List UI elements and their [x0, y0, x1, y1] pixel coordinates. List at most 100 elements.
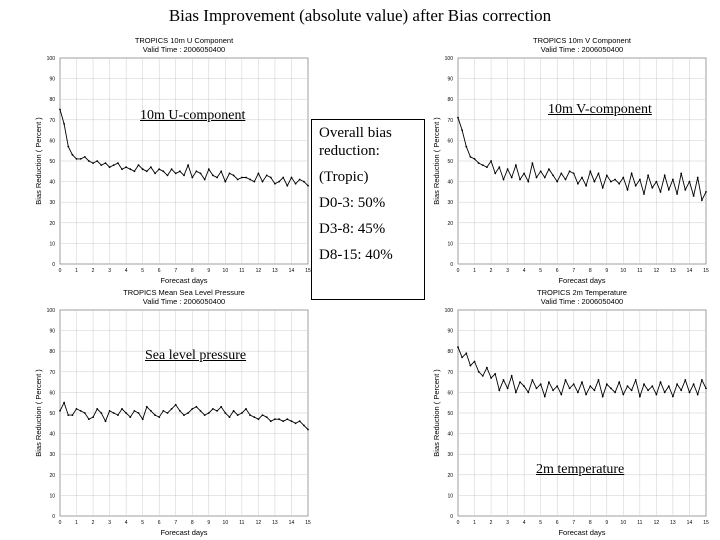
data-point [199, 172, 202, 175]
summary-item-d0-3: D0-3: 50% [319, 195, 386, 211]
data-point [79, 158, 82, 160]
data-point [249, 178, 252, 181]
chart-subtitle: Valid Time : 2006050400 [143, 297, 225, 306]
data-point [125, 166, 127, 169]
x-tick-label: 8 [191, 520, 194, 526]
y-tick-label: 50 [49, 159, 55, 165]
data-point [560, 393, 563, 396]
data-point [610, 387, 612, 390]
data-point [498, 389, 501, 392]
y-tick-label: 90 [49, 329, 55, 335]
data-point [307, 184, 309, 187]
data-point [212, 174, 214, 177]
data-point [133, 410, 136, 412]
data-point [457, 116, 459, 119]
data-point [150, 166, 152, 169]
data-point [278, 180, 280, 183]
data-point [601, 186, 604, 189]
x-tick-label: 2 [92, 268, 95, 274]
data-point [79, 410, 82, 412]
data-point [96, 160, 99, 162]
y-tick-label: 70 [447, 370, 453, 376]
data-point [232, 410, 235, 412]
data-point [241, 412, 243, 414]
data-point [96, 408, 99, 410]
y-tick-label: 0 [52, 262, 55, 268]
data-point [125, 412, 127, 414]
data-point [692, 383, 695, 386]
data-point [216, 176, 219, 179]
data-point [560, 172, 563, 175]
data-point [274, 418, 276, 421]
data-point [692, 195, 695, 197]
data-point [696, 393, 699, 396]
y-axis-label: Bias Reduction ( Percent ) [432, 369, 441, 457]
y-tick-label: 90 [49, 77, 55, 83]
y-tick-label: 60 [447, 390, 453, 396]
data-point [150, 410, 152, 412]
data-point [92, 416, 94, 418]
data-point [655, 393, 658, 396]
x-tick-label: 0 [457, 268, 460, 274]
data-point [548, 168, 550, 171]
data-point [88, 160, 90, 162]
data-point [461, 356, 463, 359]
data-point [630, 172, 633, 175]
x-tick-label: 6 [158, 520, 161, 526]
data-point [593, 180, 596, 183]
x-tick-label: 7 [174, 520, 177, 526]
y-tick-label: 80 [447, 97, 453, 103]
y-tick-label: 60 [49, 138, 55, 144]
data-point [104, 162, 107, 165]
data-point [253, 180, 256, 183]
y-tick-label: 60 [49, 390, 55, 396]
data-point [303, 180, 305, 183]
data-point [265, 416, 268, 418]
y-axis-label: Bias Reduction ( Percent ) [432, 117, 441, 205]
x-tick-label: 0 [457, 520, 460, 526]
data-point [585, 184, 587, 187]
data-point [166, 174, 169, 177]
data-point [589, 170, 592, 173]
summary-region: (Tropic) [319, 169, 369, 185]
x-tick-label: 7 [572, 520, 575, 526]
chart-panel-t2m: TROPICS 2m Temperature Valid Time : 20060… [428, 286, 714, 538]
x-tick-label: 2 [92, 520, 95, 526]
data-point [605, 174, 608, 177]
data-point [684, 379, 687, 381]
x-tick-label: 10 [223, 520, 229, 526]
data-point [303, 424, 305, 427]
x-tick-label: 1 [473, 520, 476, 526]
data-point [469, 156, 472, 158]
data-point [282, 420, 285, 423]
data-point [701, 199, 703, 202]
x-tick-label: 12 [654, 268, 660, 274]
summary-item-d3-8: D3-8: 45% [319, 221, 386, 237]
y-tick-label: 20 [447, 221, 453, 227]
data-point [655, 180, 658, 183]
data-point [112, 412, 115, 414]
data-point [145, 405, 148, 408]
y-tick-label: 70 [49, 118, 55, 124]
data-point [519, 381, 521, 383]
data-point [129, 168, 132, 171]
y-tick-label: 40 [447, 432, 453, 438]
data-point [121, 168, 123, 171]
x-tick-label: 0 [59, 268, 62, 274]
x-tick-label: 11 [239, 268, 244, 274]
summary-heading-line1: Overall bias [319, 125, 392, 141]
data-point [63, 123, 65, 125]
y-tick-label: 30 [49, 452, 55, 458]
data-point [166, 412, 169, 414]
chart-panel-u: TROPICS 10m U Component Valid Time : 2006… [30, 34, 316, 286]
y-tick-label: 40 [447, 180, 453, 186]
data-point [108, 166, 111, 169]
x-tick-label: 9 [605, 268, 608, 274]
data-point [92, 162, 94, 165]
data-point [274, 182, 276, 185]
data-point [593, 389, 596, 392]
x-tick-label: 6 [556, 520, 559, 526]
data-point [601, 395, 604, 398]
data-point [701, 379, 703, 381]
data-point [680, 172, 683, 175]
